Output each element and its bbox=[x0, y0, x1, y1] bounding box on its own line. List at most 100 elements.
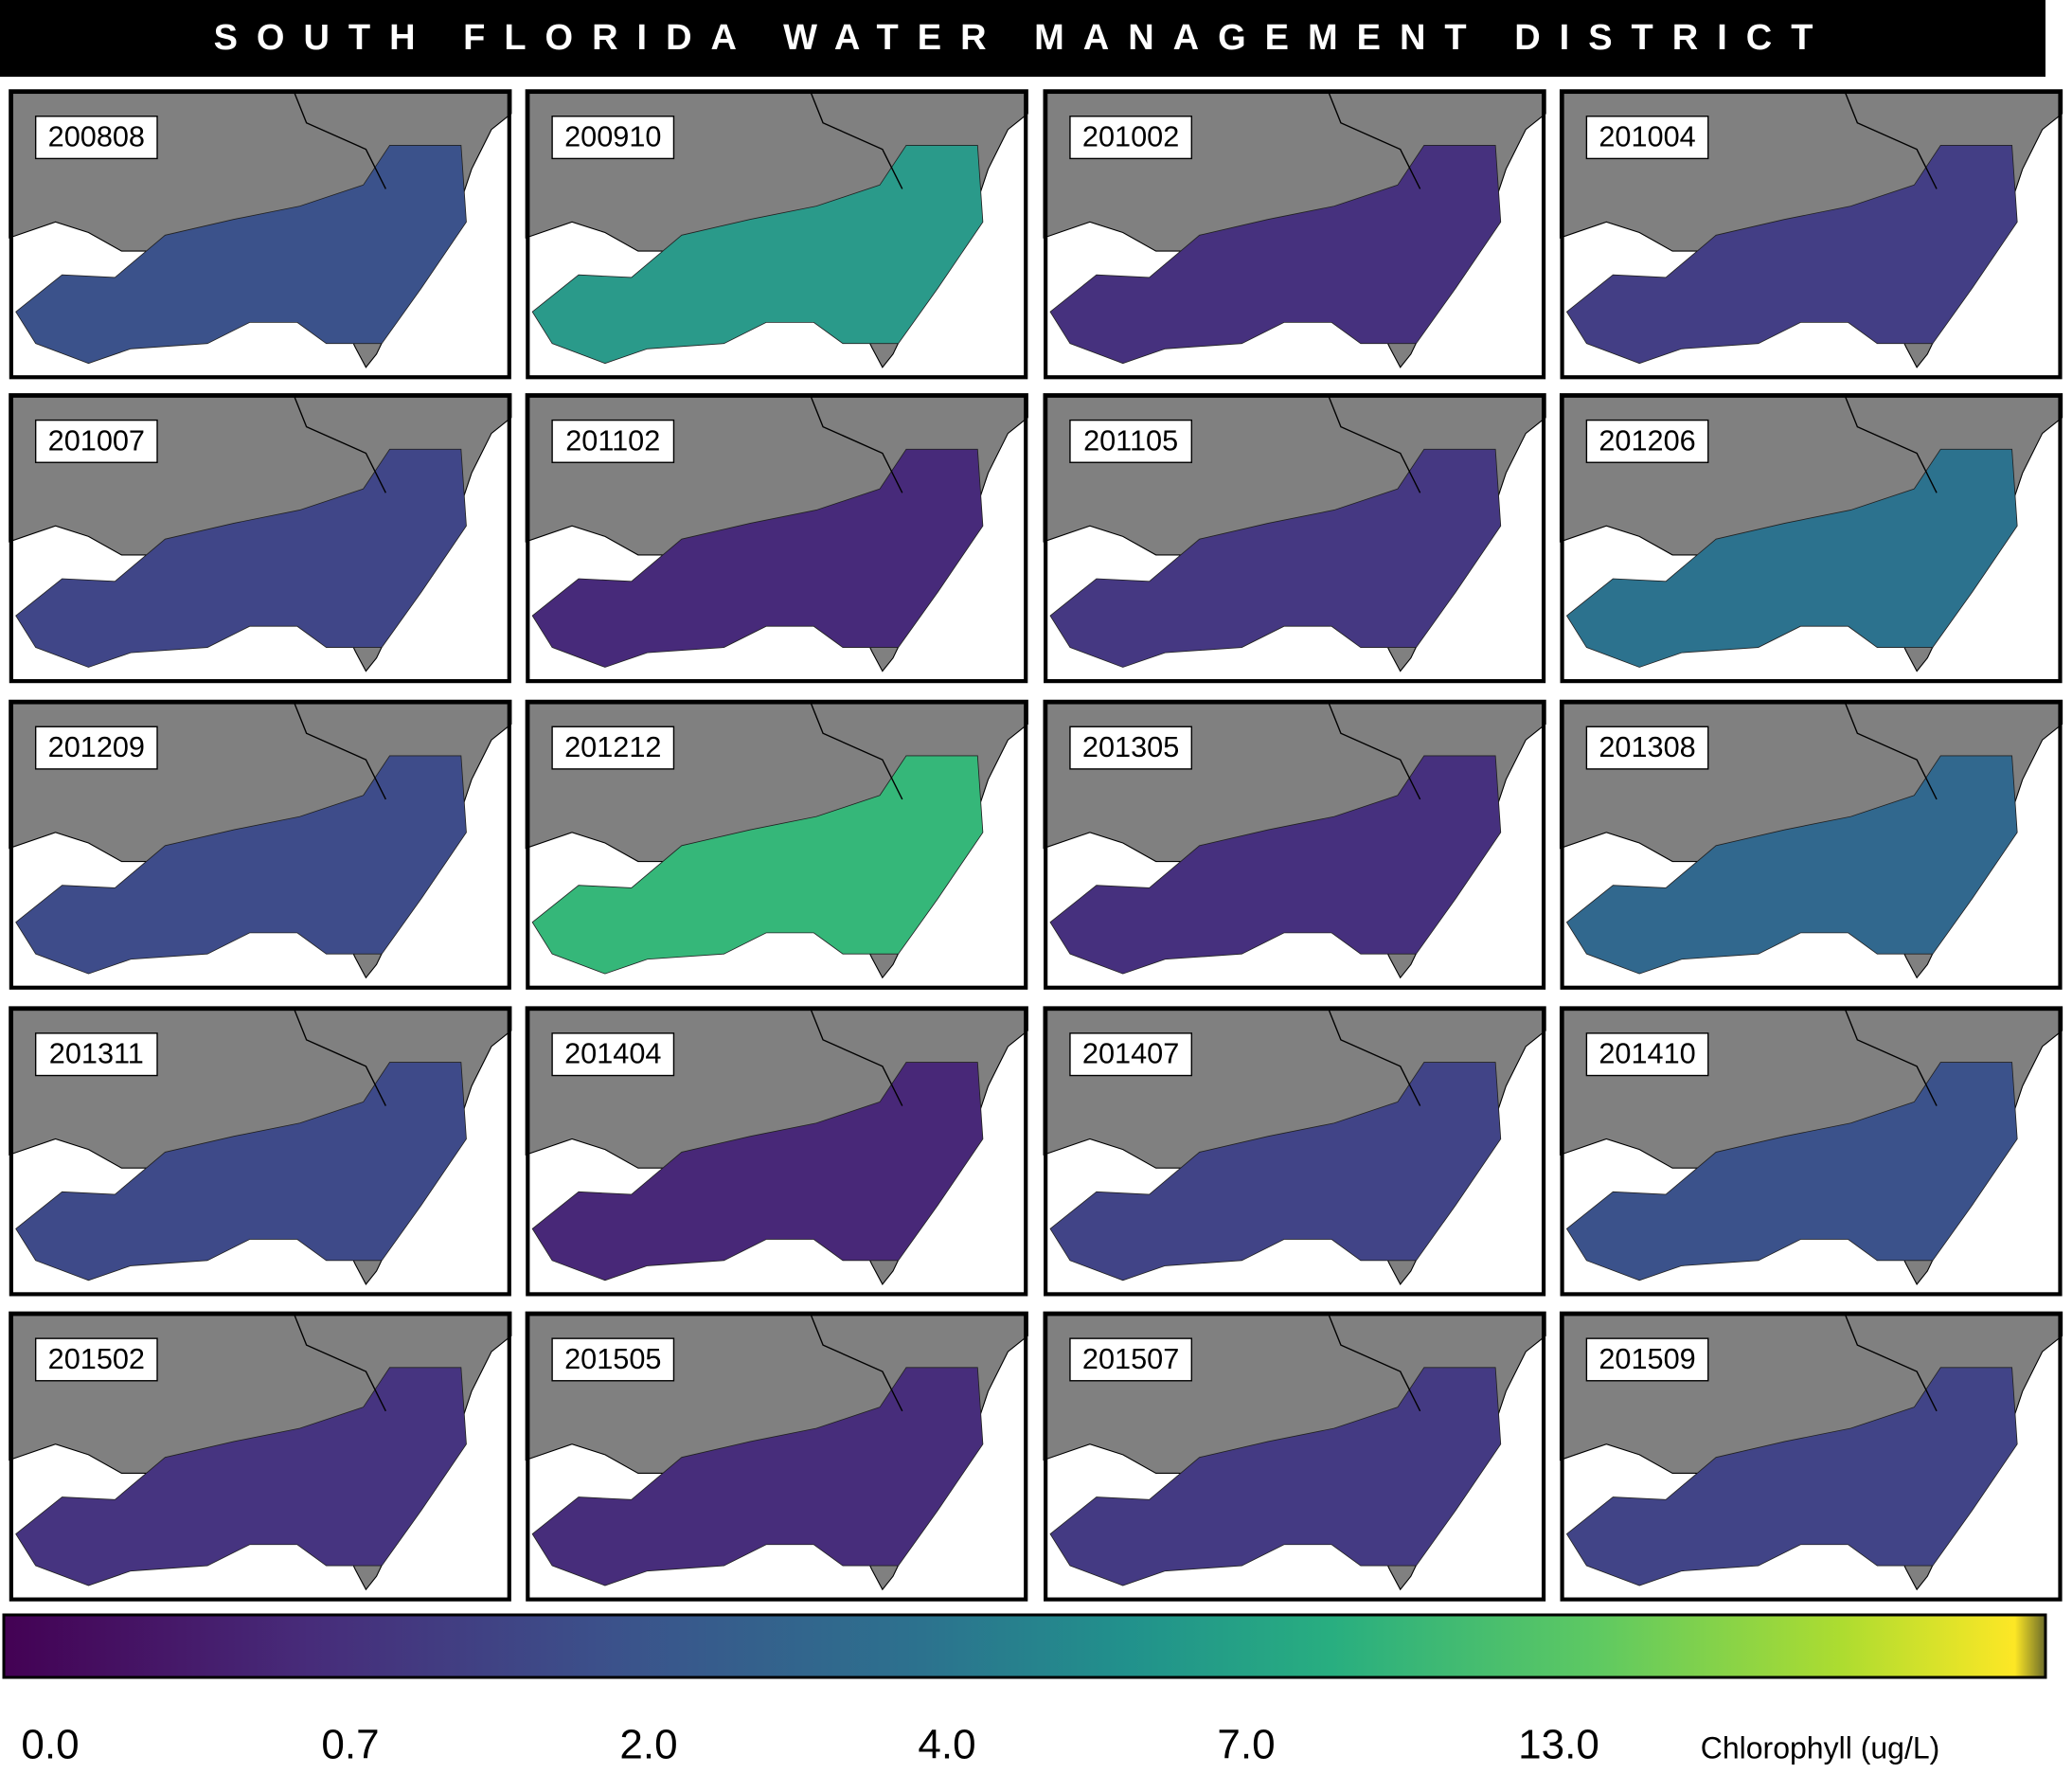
panel-border bbox=[1560, 89, 2063, 380]
map-panel: 201105 bbox=[1043, 393, 1546, 684]
label-box bbox=[34, 1337, 158, 1382]
county-line bbox=[293, 1006, 386, 1106]
map-panel: 201502 bbox=[9, 1311, 512, 1602]
chlorophyll-field bbox=[1565, 755, 2018, 975]
panel-label: 201206 bbox=[1599, 423, 1695, 457]
panel-border bbox=[1560, 700, 2063, 990]
panel-grid: 200808 200910 201002 201004 201007 201102 2011… bbox=[9, 89, 2063, 1602]
panel-label: 201407 bbox=[1082, 1037, 1179, 1070]
label-box bbox=[1585, 1032, 1709, 1077]
panel-label: 200910 bbox=[564, 120, 661, 153]
chlorophyll-field bbox=[531, 448, 984, 668]
county-line bbox=[809, 1311, 903, 1412]
county-line bbox=[1843, 1006, 1938, 1106]
label-box bbox=[1069, 1337, 1192, 1382]
panel-label: 201209 bbox=[48, 730, 145, 763]
colorbar-tick-label: 0.0 bbox=[21, 1722, 79, 1768]
chlorophyll-field bbox=[1565, 448, 2018, 668]
panel-label: 201102 bbox=[565, 423, 660, 457]
county-line bbox=[1843, 700, 1938, 800]
colorbar-tick-label: 0.7 bbox=[321, 1722, 379, 1768]
panel-label: 201404 bbox=[564, 1037, 661, 1070]
map-panel: 201212 bbox=[525, 699, 1028, 990]
map-panel: 201509 bbox=[1559, 1311, 2063, 1602]
panel-label: 201410 bbox=[1599, 1037, 1695, 1070]
map-panel: 201206 bbox=[1559, 393, 2063, 684]
label-box bbox=[551, 726, 675, 770]
map-panel: 201410 bbox=[1559, 1006, 2063, 1297]
map-panel: 201311 bbox=[9, 1006, 512, 1297]
chlorophyll-field bbox=[1049, 755, 1502, 975]
panel-border bbox=[9, 1006, 511, 1297]
label-box bbox=[34, 1032, 158, 1077]
colorbar-label: Chlorophyll (ug/L) bbox=[1701, 1730, 1940, 1765]
chlorophyll-field bbox=[531, 1367, 984, 1586]
chlorophyll-field bbox=[15, 1062, 467, 1281]
panel-label: 201502 bbox=[48, 1342, 145, 1375]
label-box bbox=[1585, 1337, 1709, 1382]
chlorophyll-field bbox=[15, 448, 467, 668]
panel-label: 201311 bbox=[49, 1037, 144, 1070]
label-box bbox=[551, 419, 675, 463]
header-bar bbox=[0, 0, 2045, 77]
county-line bbox=[809, 89, 903, 189]
county-line bbox=[293, 700, 386, 800]
map-panel: 201209 bbox=[9, 699, 512, 990]
map-panel: 201404 bbox=[525, 1006, 1028, 1297]
panel-border bbox=[1044, 393, 1546, 684]
county-line bbox=[293, 1311, 386, 1412]
map-panel: 201407 bbox=[1043, 1006, 1546, 1297]
panel-label: 201002 bbox=[1082, 120, 1179, 153]
label-box bbox=[551, 1337, 675, 1382]
panel-label: 201007 bbox=[48, 423, 145, 457]
panel-border bbox=[526, 89, 1028, 380]
chlorophyll-field bbox=[1049, 1367, 1502, 1586]
panel-label: 201004 bbox=[1599, 120, 1695, 153]
map-panel: 201102 bbox=[525, 393, 1028, 684]
chlorophyll-field bbox=[15, 1367, 467, 1586]
map-panel: 201004 bbox=[1559, 89, 2063, 380]
county-line bbox=[1843, 393, 1938, 493]
chlorophyll-field bbox=[15, 145, 467, 365]
colorbar-tick-label: 7.0 bbox=[1217, 1722, 1275, 1768]
chlorophyll-field bbox=[1049, 1062, 1502, 1281]
panel-border bbox=[1560, 1006, 2063, 1297]
map-panel: 201007 bbox=[9, 393, 512, 684]
map-panel: 201305 bbox=[1043, 699, 1546, 990]
map-panel: 201308 bbox=[1559, 699, 2063, 990]
colorbar-tick-label: 2.0 bbox=[619, 1722, 677, 1768]
panel-border bbox=[9, 393, 511, 684]
map-panel: 200910 bbox=[525, 89, 1028, 380]
panel-label: 201105 bbox=[1083, 423, 1178, 457]
panel-label: 201212 bbox=[564, 730, 661, 763]
county-line bbox=[1327, 1006, 1421, 1106]
county-line bbox=[1843, 1311, 1938, 1412]
panel-border bbox=[526, 1312, 1028, 1602]
chlorophyll-field bbox=[1049, 145, 1502, 365]
panel-label: 201308 bbox=[1599, 730, 1695, 763]
colorbar-tick-label: 13.0 bbox=[1518, 1722, 1599, 1768]
colorbar bbox=[2, 1613, 2047, 1679]
header-title: SOUTH FLORIDA WATER MANAGEMENT DISTRICT bbox=[214, 18, 1832, 58]
chlorophyll-field bbox=[1565, 1367, 2018, 1586]
panel-label: 200808 bbox=[48, 120, 145, 153]
map-panel: 200808 bbox=[9, 89, 512, 380]
county-line bbox=[1327, 700, 1421, 800]
label-box bbox=[551, 1032, 675, 1077]
label-box bbox=[551, 116, 675, 160]
chlorophyll-field bbox=[15, 755, 467, 975]
county-line bbox=[1327, 89, 1421, 189]
panel-border bbox=[1560, 393, 2063, 684]
chlorophyll-field bbox=[531, 1062, 984, 1281]
panel-label: 201509 bbox=[1599, 1342, 1695, 1375]
label-box bbox=[34, 419, 158, 463]
panel-border bbox=[526, 1006, 1028, 1297]
panel-border bbox=[1044, 1006, 1546, 1297]
county-line bbox=[809, 393, 903, 493]
panel-border bbox=[9, 89, 511, 380]
panel-border bbox=[1044, 1312, 1546, 1602]
panel-border bbox=[1044, 89, 1546, 380]
chlorophyll-field bbox=[1565, 1062, 2018, 1281]
label-box bbox=[1585, 419, 1709, 463]
